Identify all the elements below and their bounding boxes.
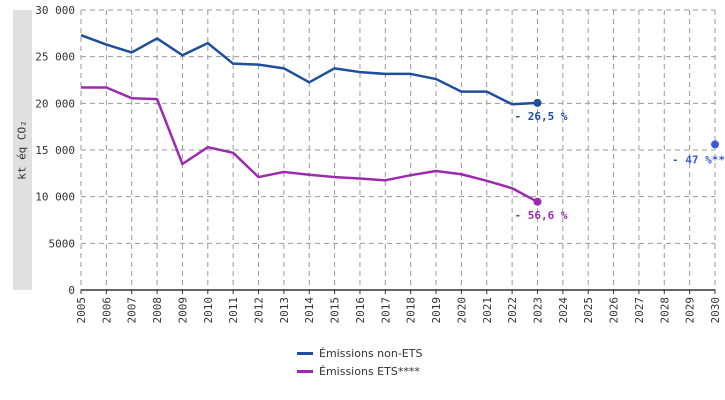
series-line [81, 86, 539, 203]
x-tick-label: 2020 [455, 297, 468, 324]
series-endpoint [533, 98, 542, 107]
x-tick-label: 2028 [658, 297, 671, 324]
series-line [80, 34, 538, 106]
y-tick-label: 25 000 [35, 51, 75, 64]
x-tick-label: 2014 [303, 297, 316, 324]
x-tick-label: 2012 [253, 297, 266, 324]
x-tick-label: 2024 [557, 297, 570, 324]
x-tick-label: 2023 [531, 297, 544, 324]
legend-swatch-non-ets [297, 351, 313, 355]
endpoint-label: - 26,5 % [514, 110, 567, 123]
x-tick-label: 2013 [278, 297, 291, 324]
x-tick-label: 2010 [202, 297, 215, 324]
target-point [711, 140, 719, 149]
x-tick-label: 2011 [227, 297, 240, 324]
endpoint-label: - 56,6 % [514, 209, 567, 222]
x-tick-label: 2016 [354, 297, 367, 324]
x-tick-label: 2018 [405, 297, 418, 324]
x-tick-label: 2007 [126, 297, 139, 324]
x-tick-label: 2022 [506, 297, 519, 324]
legend-item-non-ets: Émissions non-ETS [297, 344, 422, 362]
series-endpoint [533, 197, 542, 206]
legend-item-ets: Émissions ETS**** [297, 362, 422, 380]
y-tick-label: 15 000 [35, 144, 75, 157]
x-tick-label: 2026 [608, 297, 621, 324]
legend-label-ets: Émissions ETS**** [319, 364, 420, 378]
y-tick-label: 10 000 [35, 191, 75, 204]
x-tick-label: 2029 [684, 297, 697, 324]
x-tick-label: 2021 [481, 297, 494, 324]
x-tick-label: 2008 [151, 297, 164, 324]
x-tick-label: 2006 [100, 297, 113, 324]
x-tick-label: 2019 [430, 297, 443, 324]
legend-label-non-ets: Émissions non-ETS [319, 346, 423, 360]
y-tick-label: 30 000 [35, 4, 75, 17]
x-tick-label: 2017 [379, 297, 392, 324]
y-tick-label: 20 000 [35, 97, 75, 110]
x-tick-label: 2015 [329, 297, 342, 324]
target-label: - 47 %** [672, 153, 725, 166]
x-tick-label: 2009 [176, 297, 189, 324]
x-tick-label: 2025 [582, 297, 595, 324]
x-tick-label: 2030 [709, 297, 722, 324]
legend-swatch-ets [297, 369, 313, 373]
legend: Émissions non-ETS Émissions ETS**** [297, 344, 422, 380]
x-tick-label: 2005 [75, 297, 88, 324]
y-tick-label: 5000 [49, 237, 76, 250]
x-tick-label: 2027 [633, 297, 646, 324]
y-tick-label: 0 [68, 284, 75, 297]
y-axis-label-band [13, 10, 32, 290]
